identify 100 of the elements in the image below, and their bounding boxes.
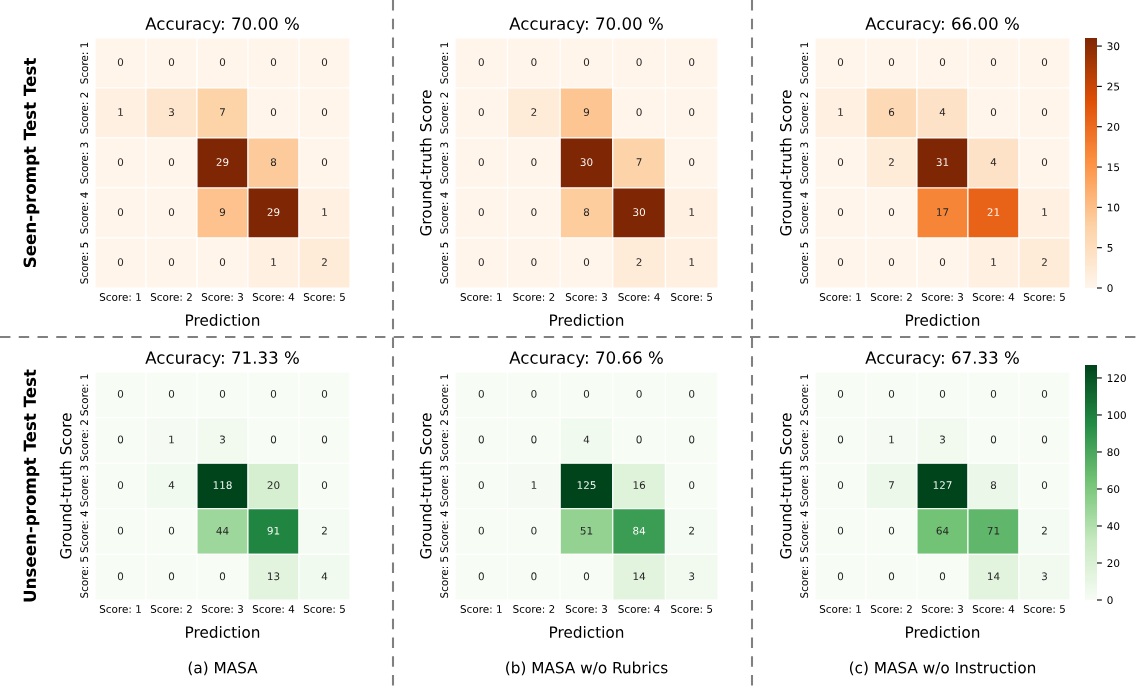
data-label: 0 [837, 435, 844, 444]
data-label: 1 [889, 435, 894, 444]
data-label: 0 [219, 389, 226, 398]
x-tick-label: Score: 4 [252, 293, 295, 301]
data-label: 0 [990, 435, 997, 444]
data-label: 4 [939, 108, 946, 116]
data-label: 0 [321, 481, 328, 490]
y-tick-label: Score: 2 [440, 420, 449, 462]
data-label: 2 [1041, 526, 1047, 535]
x-tick-label: Score: 2 [513, 293, 555, 301]
y-tick-label: Score: 3 [800, 142, 809, 184]
x-tick-label: Score: 4 [618, 605, 660, 613]
data-label: 0 [168, 526, 175, 535]
y-tick-label: Score: 2 [440, 92, 449, 134]
x-tick-label: Score: 3 [565, 293, 607, 301]
y-axis-title: Ground-truth Score [59, 413, 72, 559]
y-tick-label: Score: 1 [440, 374, 449, 416]
y-tick-label: Score: 3 [80, 465, 89, 507]
data-label: 4 [321, 572, 328, 581]
data-label: 0 [270, 389, 277, 398]
data-label: 8 [270, 158, 277, 167]
data-label: 1 [991, 258, 996, 266]
x-tick-label: Score: 4 [252, 605, 295, 613]
color-bar-label: 60 [1107, 485, 1120, 494]
data-label: 0 [1041, 58, 1048, 67]
data-label: 84 [633, 526, 646, 535]
y-tick-label: Score: 2 [800, 92, 809, 134]
color-bar-label: 80 [1107, 448, 1120, 457]
data-label: 0 [990, 58, 997, 67]
data-label: 4 [168, 481, 175, 489]
x-tick-label: Score: 1 [819, 293, 861, 301]
color-bar-label: 5 [1107, 244, 1113, 252]
data-label: 0 [837, 58, 844, 67]
data-label: 0 [219, 258, 226, 267]
data-label: 0 [888, 389, 895, 398]
x-tick-label: Score: 3 [201, 293, 243, 301]
chart-title: Accuracy: 70.00 % [145, 17, 299, 34]
x-tick-label: Score: 5 [1023, 605, 1065, 613]
data-label: 0 [939, 389, 946, 398]
data-label: 125 [577, 481, 596, 490]
x-tick-label: Score: 3 [201, 605, 243, 613]
y-axis-title: Ground-truth Score [419, 413, 432, 559]
data-label: 0 [168, 208, 175, 217]
x-axis-title: Prediction [186, 314, 260, 326]
data-label: 0 [990, 389, 997, 398]
data-label: 0 [321, 435, 328, 444]
data-label: 0 [478, 208, 484, 217]
data-label: 0 [689, 158, 695, 167]
x-tick-label: Score: 3 [921, 605, 963, 613]
y-axis-title: Ground-truth Score [779, 90, 792, 236]
x-axis-title: Prediction [550, 314, 624, 326]
data-label: 0 [117, 526, 124, 535]
data-label: 0 [168, 572, 175, 581]
data-label: 0 [270, 435, 277, 444]
data-label: 3 [219, 435, 225, 444]
color-bar-label: 120 [1107, 374, 1126, 383]
data-label: 0 [270, 58, 277, 67]
data-label: 0 [531, 435, 537, 444]
data-label: 13 [268, 572, 280, 581]
data-label: 0 [478, 526, 484, 535]
y-tick-label: Score: 2 [80, 420, 89, 462]
y-tick-label: Score: 1 [80, 374, 89, 416]
y-tick-label: Score: 2 [800, 420, 809, 462]
data-label: 4 [583, 435, 590, 444]
data-label: 0 [321, 108, 328, 117]
data-label: 0 [636, 435, 642, 444]
data-label: 0 [321, 389, 328, 398]
data-label: 0 [168, 389, 175, 398]
data-label: 9 [219, 208, 226, 217]
text: (c) MASA w/o Instruction [849, 661, 1036, 676]
x-tick-label: Score: 5 [1023, 293, 1065, 301]
y-axis-title: Ground-truth Score [419, 90, 432, 236]
data-label: 0 [689, 481, 695, 490]
x-tick-label: Score: 1 [460, 293, 502, 301]
data-label: 29 [216, 158, 229, 167]
text: Seen-prompt Test Test [23, 58, 40, 268]
data-label: 14 [988, 572, 1000, 581]
y-axis-title: Ground-truth Score [779, 413, 792, 559]
data-label: 0 [990, 108, 997, 117]
data-label: 0 [478, 58, 484, 67]
data-label: 0 [321, 58, 328, 67]
data-label: 0 [636, 389, 642, 398]
data-label: 0 [478, 572, 484, 581]
data-label: 2 [888, 158, 894, 166]
x-tick-label: Score: 2 [870, 293, 912, 301]
chart-title: Accuracy: 67.33 % [865, 351, 1019, 368]
data-label: 2 [321, 258, 327, 266]
data-label: 0 [689, 58, 695, 67]
text: Unseen-prompt Test Test [23, 369, 40, 602]
x-axis-title: Prediction [550, 626, 624, 638]
x-tick-label: Score: 2 [870, 605, 912, 613]
data-label: 0 [1041, 108, 1048, 117]
y-tick-label: Score: 3 [80, 142, 89, 184]
data-label: 0 [689, 389, 695, 398]
data-label: 0 [478, 435, 484, 444]
data-label: 2 [321, 526, 327, 535]
data-label: 0 [531, 58, 537, 67]
color-bar-label: 20 [1107, 122, 1120, 131]
data-label: 3 [1041, 572, 1047, 581]
data-label: 0 [531, 526, 537, 535]
